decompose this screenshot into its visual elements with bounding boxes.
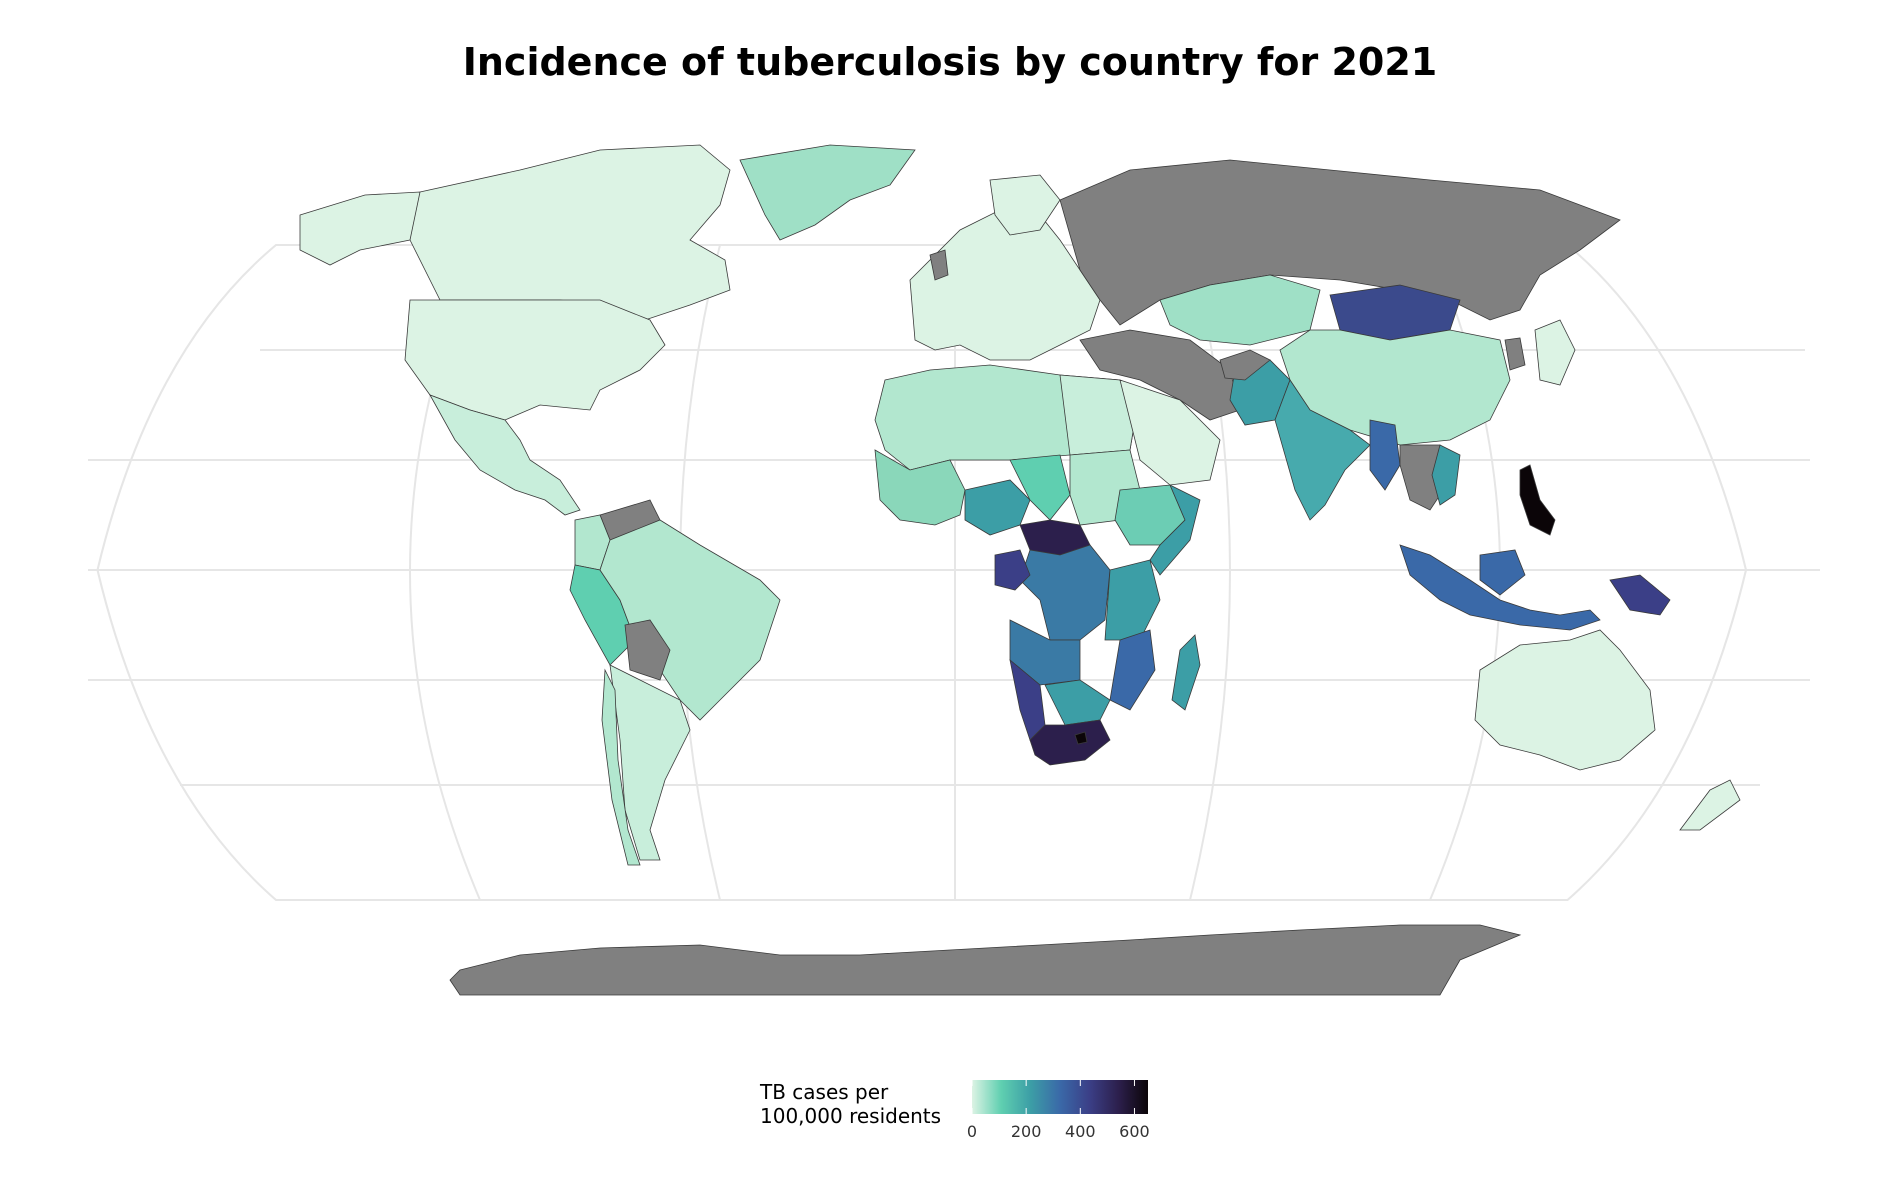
region-indonesia: [1399, 544, 1601, 631]
region-greenland: [739, 144, 916, 241]
legend-gradient-rect: [972, 1080, 1148, 1114]
region-zimbabwe: [1044, 679, 1111, 726]
legend-ticks: [972, 1080, 1135, 1114]
legend-title-line2: 100,000 residents: [760, 1104, 942, 1128]
region-myanmar: [1369, 419, 1401, 491]
region-south-africa: [1029, 719, 1111, 766]
legend-tick-label: 0: [966, 1122, 978, 1141]
region-east-africa: [1104, 559, 1161, 641]
legend-tick-label: 600: [1119, 1122, 1150, 1141]
legend-tick-label: 400: [1065, 1122, 1096, 1141]
chart-title: Incidence of tuberculosis by country for…: [462, 40, 1438, 84]
region-uk: [929, 249, 949, 281]
region-japan: [1534, 319, 1576, 386]
region-borneo: [1479, 549, 1526, 596]
region-canada: [409, 144, 731, 321]
legend-title-line1: TB cases per: [760, 1080, 889, 1104]
region-egypt: [1059, 374, 1136, 456]
legend-colorbar: [972, 1080, 1148, 1114]
region-nigeria: [964, 479, 1031, 536]
legend-tick-label: 200: [1010, 1122, 1042, 1141]
region-lesotho: [1074, 731, 1088, 745]
region-russia: [1059, 159, 1621, 326]
region-gabon: [994, 549, 1031, 591]
region-mexico: [429, 394, 581, 516]
graticule-outline: [96, 244, 1748, 901]
region-australia: [1474, 629, 1656, 771]
region-afghanistan: [1219, 349, 1271, 381]
region-philippines: [1519, 464, 1556, 536]
region-brazil: [599, 519, 781, 721]
region-madagascar: [1171, 634, 1201, 711]
region-arabia: [1119, 379, 1221, 486]
region-india: [1274, 379, 1371, 521]
region-antarctica: [449, 924, 1522, 996]
region-turkey-iran: [1079, 329, 1241, 421]
region-png: [1609, 574, 1671, 616]
region-new-zealand: [1679, 779, 1741, 831]
countries: [299, 144, 1741, 996]
region-drc: [1019, 544, 1111, 641]
region-scandinavia: [989, 174, 1061, 236]
region-argentina: [609, 664, 691, 861]
region-somalia: [1149, 484, 1201, 576]
region-mozambique: [1109, 629, 1156, 711]
region-korea: [1504, 337, 1526, 371]
legend-title: TB cases per 100,000 residents: [760, 1080, 941, 1128]
region-vietnam: [1431, 444, 1461, 506]
region-chile: [601, 668, 641, 866]
region-west-africa: [874, 449, 966, 526]
region-bolivia: [624, 619, 671, 681]
region-chad: [1009, 454, 1071, 521]
legend: TB cases per 100,000 residents 0 200 400 60…: [760, 1080, 1160, 1160]
